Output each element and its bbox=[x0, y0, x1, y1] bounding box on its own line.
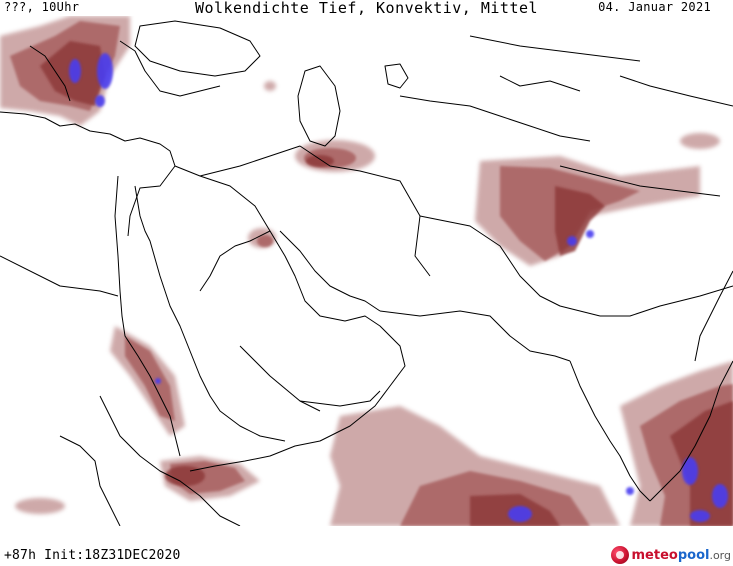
logo-text-org: .org bbox=[709, 548, 731, 562]
cloud-cover-light bbox=[0, 16, 733, 526]
map-borders bbox=[0, 20, 733, 526]
meteopool-logo-icon bbox=[610, 546, 629, 564]
convective-cores bbox=[69, 53, 728, 522]
footer-bar: +87h Init:18Z31DEC2020 meteo pool .org bbox=[0, 526, 733, 566]
date-label: 04. Januar 2021 bbox=[598, 0, 711, 14]
time-label: ???, 10Uhr bbox=[4, 0, 80, 14]
map-title: Wolkendichte Tief, Konvektiv, Mittel bbox=[194, 0, 539, 17]
logo-text-pool: pool bbox=[677, 547, 710, 563]
forecast-init-label: +87h Init:18Z31DEC2020 bbox=[4, 548, 181, 563]
header-bar: ???, 10Uhr Wolkendichte Tief, Konvektiv,… bbox=[0, 0, 733, 20]
meteopool-logo[interactable]: meteo pool .org bbox=[610, 544, 731, 566]
weather-map bbox=[0, 16, 733, 526]
logo-text-meteo: meteo bbox=[631, 547, 678, 563]
